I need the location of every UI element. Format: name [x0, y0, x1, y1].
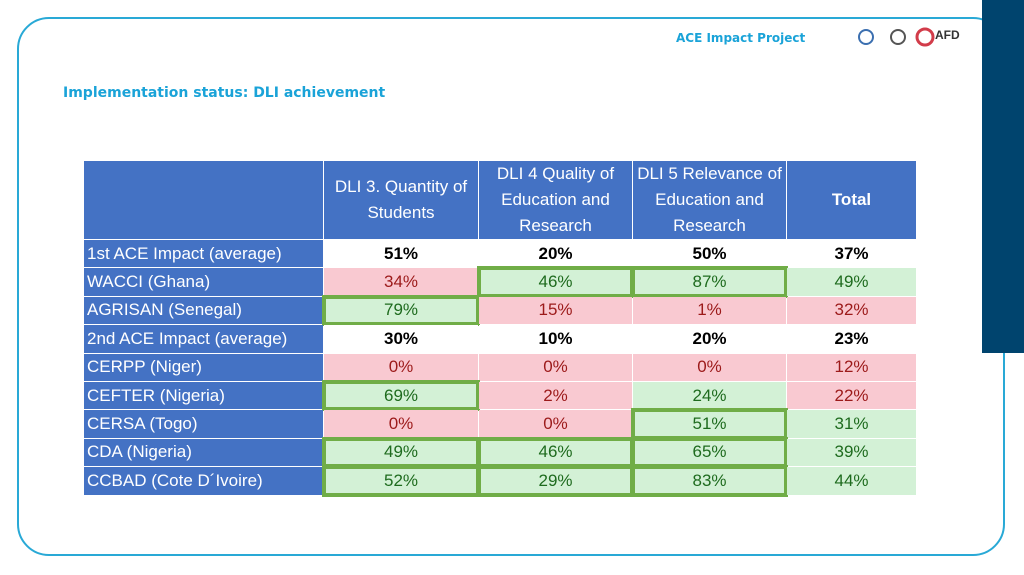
value-cell: 69%: [322, 379, 480, 412]
value-cell: 52%: [322, 465, 480, 497]
value-cell: 10%: [478, 324, 633, 354]
project-name: ACE Impact Project: [676, 31, 806, 45]
column-header: Total: [786, 160, 917, 240]
table-row: CCBAD (Cote D´Ivoire) 52% 29% 83% 44%: [83, 465, 917, 497]
value-cell: 29%: [477, 465, 634, 497]
side-bar: [982, 0, 1024, 353]
header-row: DLI 3. Quantity of Students DLI 4 Quality…: [83, 160, 917, 240]
value-cell: 0%: [323, 352, 479, 382]
value-cell: 31%: [786, 409, 917, 439]
value-cell: 34%: [323, 267, 479, 297]
column-header: DLI 4 Quality of Education and Research: [478, 160, 633, 240]
highlight-box: [477, 266, 634, 298]
row-label: CEFTER (Nigeria): [83, 380, 324, 411]
highlight-box: [322, 436, 480, 469]
dli-table: DLI 3. Quantity of Students DLI 4 Quality…: [83, 160, 917, 497]
corner-cell: [83, 160, 324, 240]
highlight-box: [631, 266, 788, 298]
row-label: CDA (Nigeria): [83, 437, 324, 468]
logo-text: AFD: [935, 28, 960, 42]
row-label: 1st ACE Impact (average): [83, 238, 324, 269]
highlight-box: [322, 379, 480, 412]
value-cell: 12%: [786, 352, 917, 382]
slide-title: Implementation status: DLI achievement: [63, 85, 386, 101]
value-cell: 1%: [632, 295, 787, 326]
value-cell: 51%: [323, 238, 479, 269]
table-row: 2nd ACE Impact (average) 30% 10% 20% 23%: [83, 324, 917, 354]
logos: AFD: [852, 26, 972, 56]
table-row: CERSA (Togo) 0% 0% 51% 31%: [83, 408, 917, 440]
value-cell: 30%: [323, 324, 479, 354]
table-row: CEFTER (Nigeria) 69% 2% 24% 22%: [83, 379, 917, 412]
value-cell: 46%: [477, 436, 634, 469]
value-cell: 87%: [631, 266, 788, 298]
value-cell: 0%: [323, 409, 479, 439]
column-header: DLI 3. Quantity of Students: [323, 160, 479, 240]
highlight-box: [322, 465, 480, 497]
value-cell: 49%: [322, 436, 480, 469]
row-label: CCBAD (Cote D´Ivoire): [83, 466, 324, 496]
highlight-box: [631, 436, 788, 469]
value-cell: 50%: [632, 238, 787, 269]
value-cell: 20%: [478, 238, 633, 269]
value-cell: 51%: [631, 408, 788, 440]
row-label: 2nd ACE Impact (average): [83, 324, 324, 354]
highlight-box: [631, 408, 788, 440]
column-header: DLI 5 Relevance of Education and Researc…: [632, 160, 787, 240]
table-row: WACCI (Ghana) 34% 46% 87% 49%: [83, 266, 917, 298]
value-cell: 23%: [786, 324, 917, 354]
value-cell: 0%: [632, 352, 787, 382]
value-cell: 32%: [786, 295, 917, 326]
row-label: CERSA (Togo): [83, 409, 324, 439]
value-cell: 65%: [631, 436, 788, 469]
value-cell: 79%: [322, 294, 480, 327]
value-cell: 46%: [477, 266, 634, 298]
value-cell: 39%: [786, 437, 917, 468]
table-row: 1st ACE Impact (average) 51% 20% 50% 37%: [83, 238, 917, 269]
highlight-box: [477, 436, 634, 469]
table-row: CERPP (Niger) 0% 0% 0% 12%: [83, 352, 917, 382]
value-cell: 49%: [786, 267, 917, 297]
value-cell: 15%: [478, 295, 633, 326]
value-cell: 20%: [632, 324, 787, 354]
row-label: CERPP (Niger): [83, 352, 324, 382]
highlight-box: [322, 294, 480, 327]
value-cell: 2%: [478, 380, 633, 411]
logo-icons: [858, 27, 935, 47]
value-cell: 24%: [632, 380, 787, 411]
highlight-box: [477, 465, 634, 497]
table-row: AGRISAN (Senegal) 79% 15% 1% 32%: [83, 294, 917, 327]
row-label: WACCI (Ghana): [83, 267, 324, 297]
table-row: CDA (Nigeria) 49% 46% 65% 39%: [83, 436, 917, 469]
value-cell: 83%: [631, 465, 788, 497]
highlight-box: [631, 465, 788, 497]
value-cell: 44%: [786, 466, 917, 496]
value-cell: 0%: [478, 409, 633, 439]
row-label: AGRISAN (Senegal): [83, 295, 324, 326]
value-cell: 0%: [478, 352, 633, 382]
value-cell: 37%: [786, 238, 917, 269]
value-cell: 22%: [786, 380, 917, 411]
